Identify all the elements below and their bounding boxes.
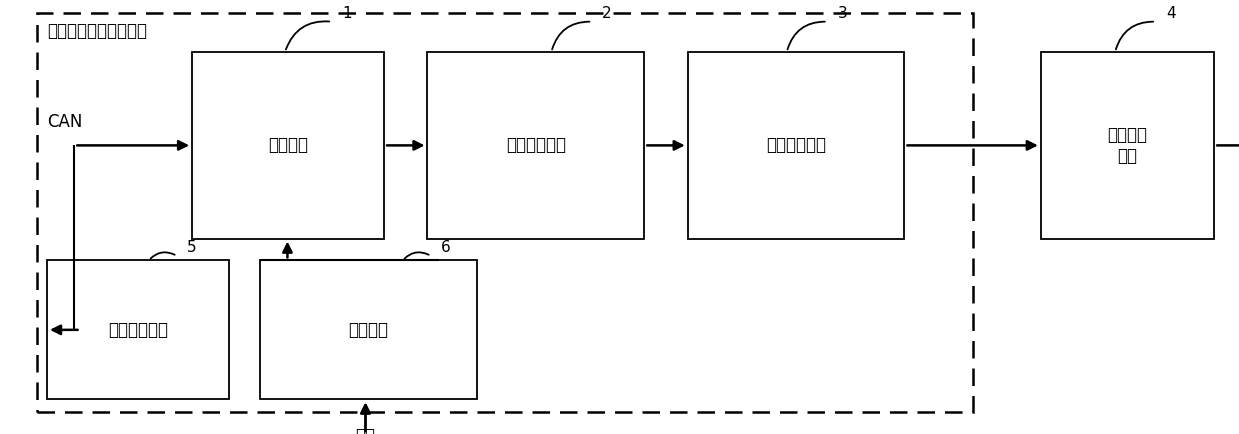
Bar (1041, 52, 1214, 239)
Text: 功率放大
电路: 功率放大 电路 (1108, 126, 1147, 165)
Text: 伺服系统时序控制电路: 伺服系统时序控制电路 (47, 22, 147, 39)
Text: 3: 3 (838, 6, 847, 20)
Text: 通讯接口电路: 通讯接口电路 (108, 321, 169, 339)
Text: 5: 5 (187, 240, 197, 255)
Text: 4: 4 (1166, 6, 1176, 20)
Text: 采样电路: 采样电路 (348, 321, 389, 339)
Text: 外部
信号: 外部 信号 (356, 427, 375, 434)
Bar (192, 52, 384, 239)
Bar (47, 260, 229, 399)
Bar (37, 13, 973, 412)
Bar (688, 52, 904, 239)
Text: 控制电路: 控制电路 (268, 136, 309, 155)
Bar (427, 52, 644, 239)
Text: 1: 1 (342, 6, 352, 20)
Text: 6: 6 (441, 240, 451, 255)
Text: 2: 2 (602, 6, 612, 20)
Text: CAN: CAN (47, 112, 83, 131)
Bar (260, 260, 477, 399)
Text: 电平转换电路: 电平转换电路 (506, 136, 566, 155)
Text: 光耦隔离电路: 光耦隔离电路 (766, 136, 826, 155)
